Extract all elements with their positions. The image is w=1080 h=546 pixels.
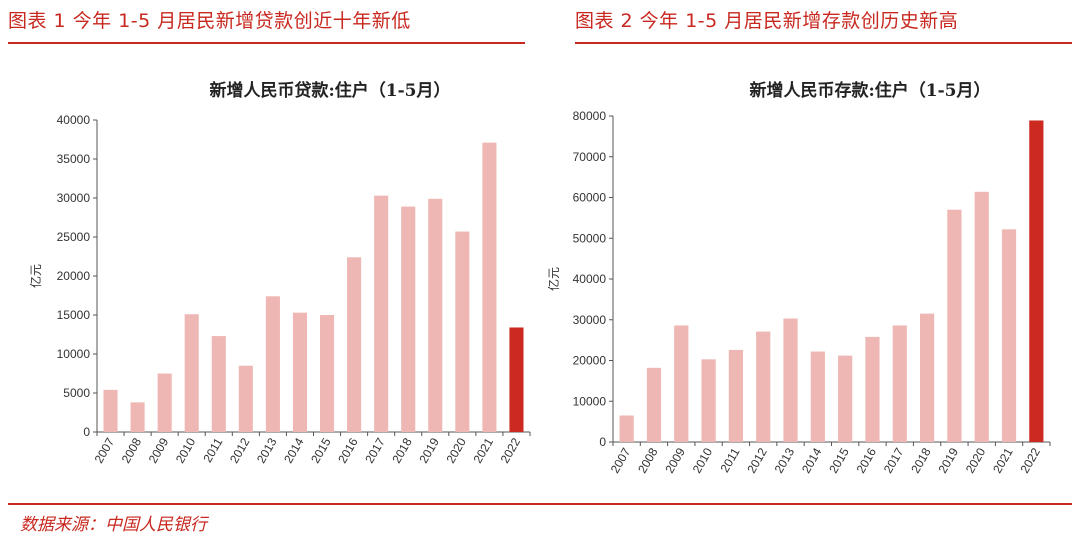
y-tick-label: 70000 <box>573 150 607 164</box>
x-tick-label: 2021 <box>471 435 497 465</box>
chart-title: 新增人民币贷款:住户（1-5月） <box>210 80 451 101</box>
x-tick-label: 2017 <box>881 445 907 475</box>
x-tick-label: 2021 <box>990 445 1016 475</box>
y-tick-label: 20000 <box>57 269 91 283</box>
bar-2019 <box>428 198 443 432</box>
x-tick-label: 2012 <box>744 445 770 475</box>
x-tick-label: 2022 <box>1017 445 1043 475</box>
x-tick-label: 2018 <box>908 445 934 475</box>
x-tick-label: 2009 <box>662 445 688 475</box>
y-tick-label: 20000 <box>573 354 607 368</box>
bar-2009 <box>674 325 689 442</box>
x-tick-label: 2009 <box>146 435 172 465</box>
bar-2011 <box>728 349 744 442</box>
x-tick-label: 2019 <box>936 445 962 475</box>
bottom-rule <box>8 503 1072 505</box>
y-tick-label: 10000 <box>57 347 91 361</box>
x-tick-label: 2017 <box>362 435 388 465</box>
bar-2021 <box>482 142 497 432</box>
y-axis-label: 亿元 <box>28 264 43 288</box>
bar-2007 <box>103 389 118 432</box>
bar-2013 <box>783 318 798 442</box>
bar-2016 <box>865 336 880 442</box>
bar-2017 <box>892 325 907 442</box>
source-note: 数据来源：中国人民银行 <box>20 515 207 535</box>
y-tick-label: 50000 <box>573 231 607 245</box>
x-tick-label: 2015 <box>308 435 334 465</box>
figure-2-top-rule <box>575 42 1072 44</box>
y-tick-label: 10000 <box>573 394 607 408</box>
bar-2014 <box>810 351 825 442</box>
bar-2008 <box>130 402 145 432</box>
x-tick-label: 2007 <box>92 435 118 465</box>
bar-2007 <box>619 415 634 442</box>
bar-2022 <box>509 327 524 432</box>
y-tick-label: 30000 <box>57 191 91 205</box>
bar-2020 <box>455 231 470 432</box>
bar-2012 <box>756 331 771 442</box>
x-tick-label: 2016 <box>854 445 880 475</box>
x-tick-label: 2011 <box>200 435 225 465</box>
x-tick-label: 2019 <box>416 435 442 465</box>
figure-1-caption: 图表 1 今年 1-5 月居民新增贷款创近十年新低 <box>8 10 411 32</box>
x-tick-label: 2014 <box>281 435 307 465</box>
y-axis-label: 亿元 <box>546 267 561 291</box>
x-tick-label: 2012 <box>227 435 253 465</box>
y-tick-label: 15000 <box>57 308 91 322</box>
y-tick-label: 60000 <box>573 191 607 205</box>
bar-2019 <box>947 209 962 442</box>
bar-2008 <box>646 367 662 442</box>
x-tick-label: 2013 <box>772 445 798 475</box>
bar-2013 <box>265 296 280 432</box>
bar-2016 <box>347 257 362 432</box>
x-tick-label: 2013 <box>254 435 280 465</box>
x-tick-label: 2008 <box>119 435 145 465</box>
x-tick-label: 2020 <box>963 445 989 475</box>
x-tick-label: 2010 <box>690 445 716 475</box>
y-tick-label: 5000 <box>63 386 90 400</box>
x-tick-label: 2007 <box>608 445 634 475</box>
x-tick-label: 2010 <box>173 435 199 465</box>
x-tick-label: 2014 <box>799 445 825 475</box>
loans-chart: 新增人民币贷款:住户（1-5月） 亿元 0 5000 10000 15000 20000 25… <box>28 80 531 466</box>
bar-2017 <box>374 195 389 432</box>
bar-2020 <box>974 191 989 442</box>
bar-2022 <box>1029 120 1044 443</box>
y-tick-label: 80000 <box>573 109 607 123</box>
x-tick-label: 2022 <box>498 435 524 465</box>
y-tick-label: 0 <box>599 435 606 449</box>
y-tick-label: 25000 <box>57 230 91 244</box>
bar-2018 <box>919 313 935 442</box>
x-tick-label: 2018 <box>389 435 415 465</box>
bar-2021 <box>1001 229 1017 442</box>
figure-1-top-rule <box>8 42 525 44</box>
bar-2014 <box>292 312 308 432</box>
bar-2015 <box>319 315 335 432</box>
x-tick-label: 2008 <box>635 445 661 475</box>
y-tick-label: 40000 <box>57 113 91 127</box>
figure-2-caption: 图表 2 今年 1-5 月居民新增存款创历史新高 <box>575 10 959 32</box>
x-tick-label: 2011 <box>717 445 742 475</box>
bar-2010 <box>184 314 199 432</box>
x-tick-label: 2016 <box>335 435 361 465</box>
deposits-chart: 新增人民币存款:住户（1-5月） 亿元 0 10000 20000 30000 40000 5… <box>546 80 1051 476</box>
chart-title: 新增人民币存款:住户（1-5月） <box>750 80 991 101</box>
x-tick-label: 2015 <box>826 445 852 475</box>
bar-2012 <box>238 365 253 432</box>
bar-2011 <box>211 336 226 432</box>
y-tick-label: 0 <box>83 425 90 439</box>
y-tick-label: 35000 <box>57 152 91 166</box>
y-tick-label: 30000 <box>573 313 607 327</box>
bar-2010 <box>701 359 716 442</box>
bar-2015 <box>838 355 853 442</box>
bar-2009 <box>157 373 172 432</box>
y-tick-label: 40000 <box>573 272 607 286</box>
bar-2018 <box>401 206 416 432</box>
x-tick-label: 2020 <box>443 435 469 465</box>
